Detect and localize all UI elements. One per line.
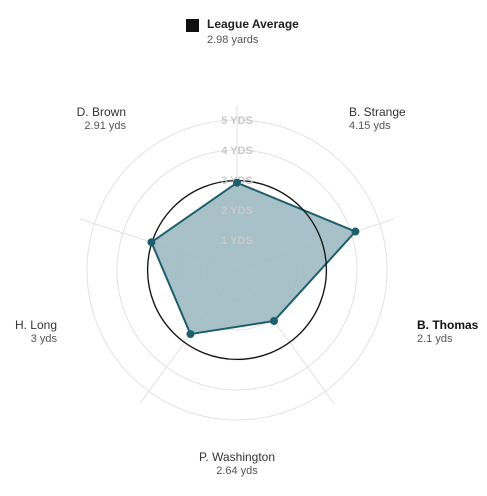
ring-label: 5 YDS xyxy=(221,115,253,127)
legend-label: League Average xyxy=(207,17,299,31)
player-value: 3 yds xyxy=(30,333,57,345)
player-point xyxy=(147,238,156,247)
player-value: 2.1 yds xyxy=(417,333,453,345)
ring-label: 2 YDS xyxy=(221,205,253,217)
legend-swatch xyxy=(186,19,199,32)
player-label-h-long: H. Long 3 yds xyxy=(0,318,57,346)
player-label-b-strange: B. Strange 4.15 yds xyxy=(349,105,406,133)
player-name: H. Long xyxy=(14,318,57,332)
ring-label: 1 YDS xyxy=(221,235,253,247)
player-point xyxy=(351,227,360,236)
player-value: 2.64 yds xyxy=(216,465,258,477)
ring-label: 4 YDS xyxy=(221,145,253,157)
player-point xyxy=(233,178,241,187)
player-name: B. Thomas xyxy=(417,318,479,332)
player-label-b-thomas: B. Thomas 2.1 yds xyxy=(417,318,478,346)
player-point xyxy=(270,316,279,325)
legend-value: 2.98 yards xyxy=(207,34,259,46)
player-value: 2.91 yds xyxy=(84,120,126,132)
player-label-p-washington: P. Washington 2.64 yds xyxy=(177,450,297,478)
player-name: D. Brown xyxy=(76,105,126,119)
player-name: B. Strange xyxy=(349,105,406,119)
player-name: P. Washington xyxy=(198,450,276,464)
player-point xyxy=(186,330,195,339)
player-area xyxy=(150,181,357,336)
player-value: 4.15 yds xyxy=(349,120,391,132)
player-label-d-brown: D. Brown 2.91 yds xyxy=(40,105,126,133)
